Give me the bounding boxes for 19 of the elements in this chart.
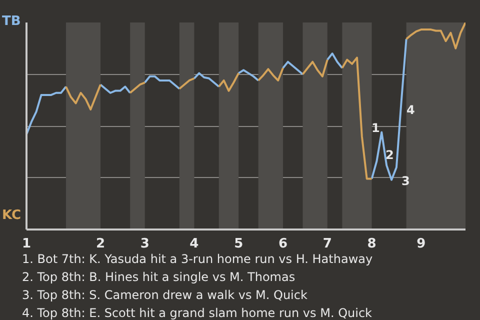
text: TB — [2, 14, 21, 29]
x-tick-label: 7 — [322, 236, 332, 252]
text: 3. Top 8th: S. Cameron drew a walk vs M. Quick — [22, 287, 308, 304]
text: 1. Bot 7th: K. Yasuda hit a 3-run home run vs H. Hathaway — [22, 251, 373, 268]
x-tick-label: 5 — [234, 236, 244, 252]
x-tick-label: 6 — [278, 236, 288, 252]
x-tick-label: 2 — [96, 236, 106, 252]
annotation: 3 — [402, 174, 410, 188]
annotation: 2 — [386, 148, 394, 162]
annotation: 4 — [406, 103, 415, 117]
x-tick-label: 1 — [22, 236, 32, 252]
x-tick-label: 4 — [190, 236, 199, 252]
text: KC — [2, 208, 22, 223]
text: 4. Top 8th: E. Scott hit a grand slam home run vs M. Quick — [22, 305, 373, 320]
x-tick-label: 9 — [416, 236, 426, 252]
text: 2. Top 8th: B. Hines hit a single vs M. Thomas — [22, 269, 296, 286]
x-tick-label: 8 — [367, 236, 376, 252]
x-tick-label: 3 — [140, 236, 150, 252]
annotation: 1 — [372, 121, 380, 135]
